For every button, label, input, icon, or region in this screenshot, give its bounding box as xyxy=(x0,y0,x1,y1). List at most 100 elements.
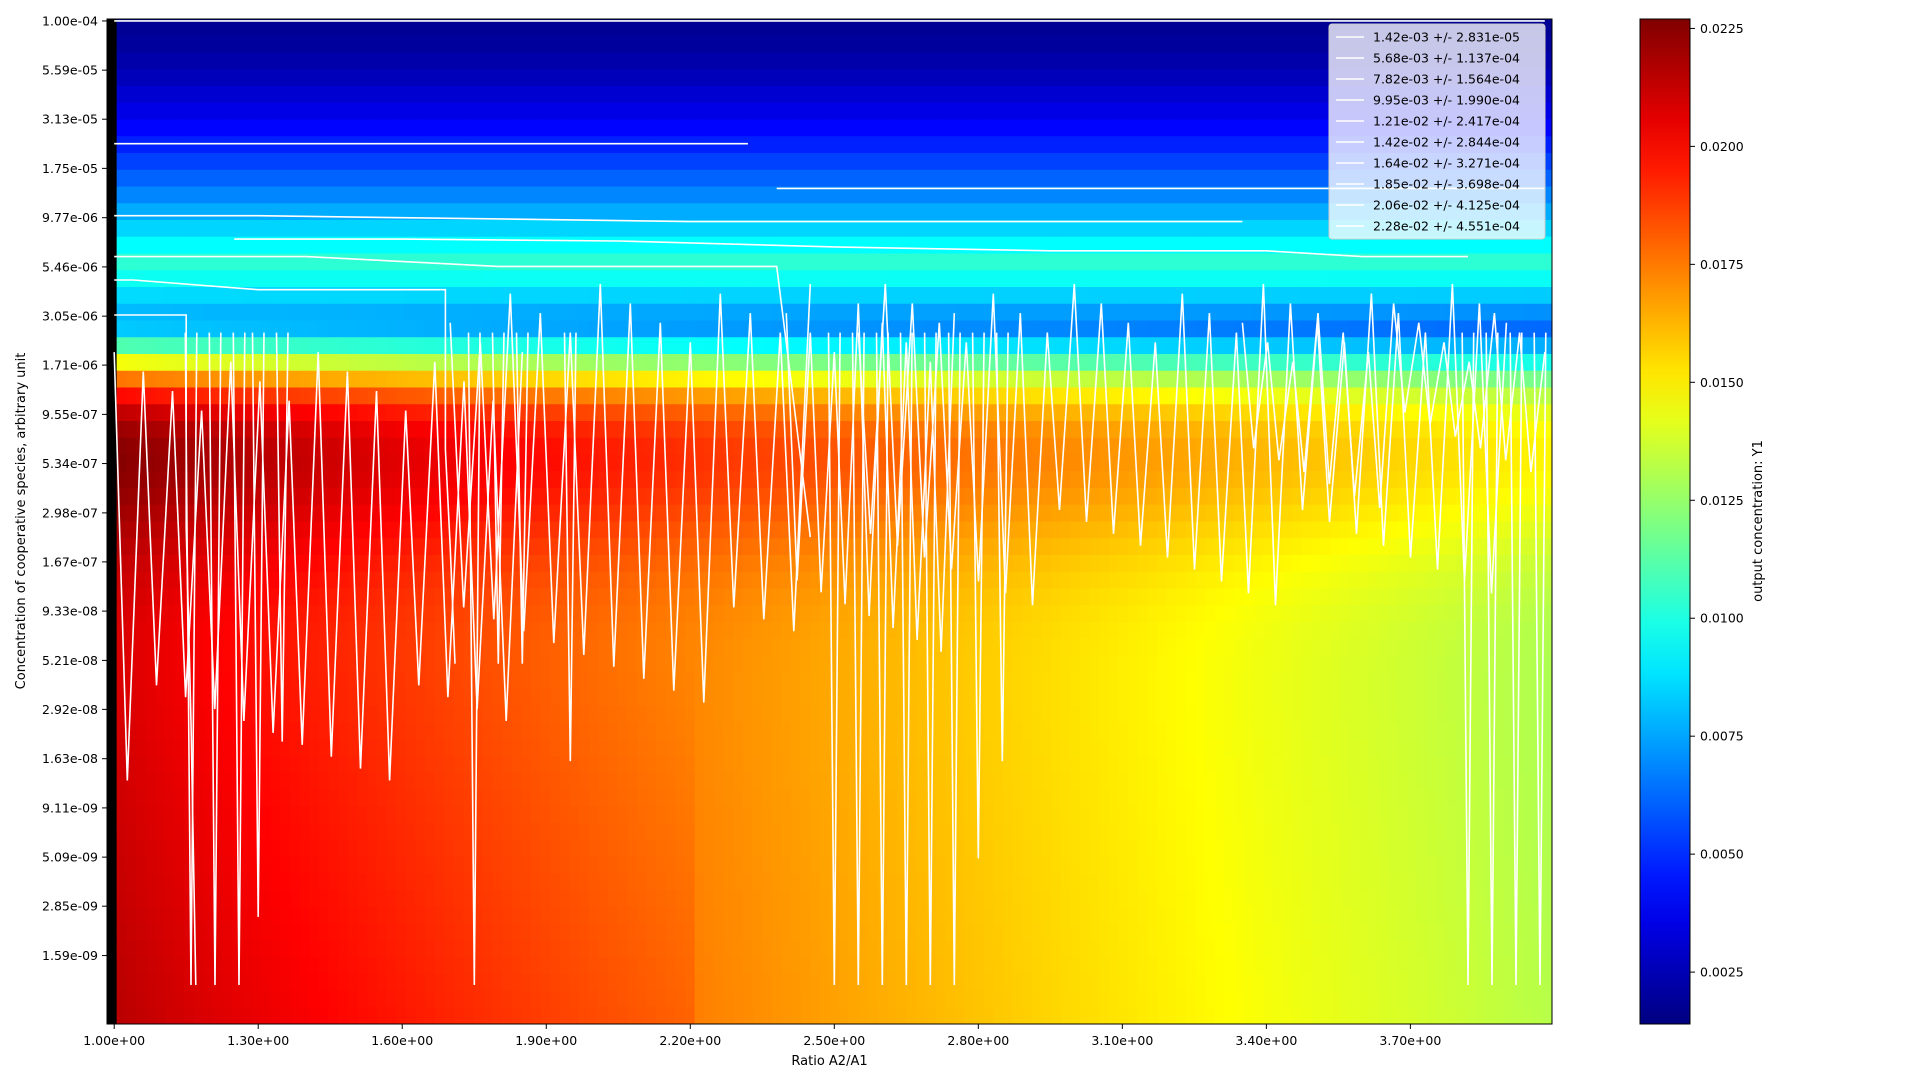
heatmap-cell xyxy=(1157,52,1168,70)
heatmap-cell xyxy=(1494,471,1505,489)
heatmap-cell xyxy=(1542,220,1552,238)
heatmap-cell xyxy=(627,270,638,288)
heatmap-cell xyxy=(1205,404,1216,422)
heatmap-cell xyxy=(318,220,330,238)
heatmap-cell xyxy=(155,19,166,37)
heatmap-cell xyxy=(1378,287,1389,305)
heatmap-cell xyxy=(193,303,204,322)
heatmap-cell xyxy=(790,521,802,539)
heatmap-cell xyxy=(1378,404,1389,422)
heatmap-cell xyxy=(1513,387,1524,405)
heatmap-cell xyxy=(1185,136,1197,154)
heatmap-cell xyxy=(309,387,320,405)
heatmap-cell xyxy=(1205,253,1216,271)
heatmap-cell xyxy=(704,236,715,255)
heatmap-cell xyxy=(444,538,455,556)
heatmap-cell xyxy=(868,354,879,372)
heatmap-cell xyxy=(1099,471,1110,489)
heatmap-cell xyxy=(733,471,744,489)
heatmap-cell xyxy=(1436,320,1447,338)
heatmap-cell xyxy=(1205,35,1216,54)
heatmap-cell xyxy=(819,320,831,338)
heatmap-cell xyxy=(1205,220,1216,238)
heatmap-cell xyxy=(925,555,937,573)
heatmap-cell xyxy=(588,236,599,255)
heatmap-cell xyxy=(1513,538,1524,556)
heatmap-cell xyxy=(1099,504,1110,523)
heatmap-cell xyxy=(704,370,715,389)
heatmap-cell xyxy=(1253,421,1264,439)
heatmap-cell xyxy=(877,186,888,204)
heatmap-cell xyxy=(839,153,850,171)
heatmap-cell xyxy=(1185,354,1197,372)
heatmap-cell xyxy=(290,236,301,255)
heatmap-cell xyxy=(444,52,455,70)
heatmap-cell xyxy=(1195,186,1206,204)
heatmap-cell xyxy=(1311,203,1322,221)
heatmap-cell xyxy=(501,186,513,204)
heatmap-cell xyxy=(887,303,898,322)
heatmap-cell xyxy=(1397,488,1409,506)
heatmap-cell xyxy=(174,354,185,372)
heatmap-cell xyxy=(723,203,734,221)
heatmap-cell xyxy=(261,203,272,221)
heatmap-cell xyxy=(1436,555,1447,573)
heatmap-cell xyxy=(1147,52,1158,70)
heatmap-cell xyxy=(646,421,657,439)
heatmap-cell xyxy=(848,19,859,37)
heatmap-cell xyxy=(617,186,628,204)
heatmap-cell xyxy=(954,35,965,54)
heatmap-cell xyxy=(521,203,532,221)
heatmap-cell xyxy=(241,119,253,137)
heatmap-cell xyxy=(232,35,243,54)
heatmap-cell xyxy=(1234,303,1245,322)
heatmap-cell xyxy=(1263,19,1274,37)
heatmap-cell xyxy=(1022,35,1033,54)
heatmap-cell xyxy=(617,370,628,389)
heatmap-cell xyxy=(993,169,1004,188)
heatmap-cell xyxy=(270,52,281,70)
heatmap-cell xyxy=(1022,270,1033,288)
heatmap-cell xyxy=(540,35,551,54)
heatmap-cell xyxy=(858,303,869,322)
heatmap-cell xyxy=(482,69,493,87)
heatmap-cell xyxy=(338,521,349,539)
heatmap-cell xyxy=(1474,471,1486,489)
heatmap-cell xyxy=(1070,454,1081,472)
heatmap-cell xyxy=(819,119,831,137)
heatmap-cell xyxy=(781,437,792,456)
heatmap-cell xyxy=(318,35,330,54)
heatmap-cell xyxy=(868,35,879,54)
heatmap-cell xyxy=(309,19,320,37)
heatmap-cell xyxy=(367,571,378,590)
heatmap-cell xyxy=(453,220,465,238)
heatmap-cell xyxy=(1002,136,1014,154)
heatmap-cell xyxy=(1147,186,1158,204)
heatmap-cell xyxy=(1185,555,1197,573)
heatmap-cell xyxy=(607,387,619,405)
heatmap-cell xyxy=(222,437,233,456)
heatmap-cell xyxy=(1465,421,1476,439)
heatmap-cell xyxy=(887,169,898,188)
heatmap-cell xyxy=(434,136,445,154)
heatmap-cell xyxy=(617,253,628,271)
heatmap-cell xyxy=(1263,186,1274,204)
heatmap-cell xyxy=(1349,270,1360,288)
heatmap-cell xyxy=(155,404,166,422)
heatmap-cell xyxy=(1128,119,1139,137)
heatmap-cell xyxy=(232,404,243,422)
heatmap-cell xyxy=(309,555,320,573)
heatmap-cell xyxy=(328,19,339,37)
heatmap-cell xyxy=(550,370,561,389)
heatmap-cell xyxy=(646,437,657,456)
heatmap-cell xyxy=(1320,303,1332,322)
heatmap-cell xyxy=(1436,236,1447,255)
heatmap-cell xyxy=(1205,69,1216,87)
heatmap-cell xyxy=(299,102,310,121)
heatmap-cell xyxy=(954,169,965,188)
heatmap-cell xyxy=(636,270,648,288)
heatmap-cell xyxy=(1195,421,1206,439)
heatmap-cell xyxy=(145,303,156,322)
heatmap-cell xyxy=(1330,320,1341,338)
heatmap-cell xyxy=(723,454,734,472)
